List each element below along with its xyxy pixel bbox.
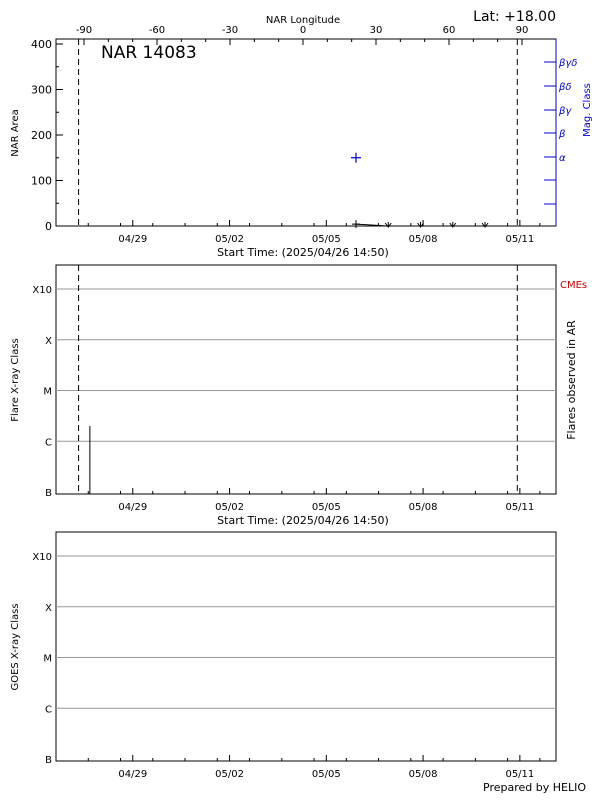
flares-x-tick-label: 04/29 [118, 502, 147, 513]
flares-y-tick-label: M [43, 387, 52, 398]
latitude-label: Lat: +18.00 [473, 9, 556, 25]
area-point [417, 222, 424, 228]
panel-area-marks: 0 100 200 300 400 -90 -60 -30 0 30 60 90 04/29 05/02 0… [31, 25, 577, 245]
panel-area-start-time: Start Time: (2025/04/26 14:50) [217, 246, 389, 259]
longitude-tick-label: -90 [76, 25, 92, 36]
goes-x-tick-label: 05/11 [505, 769, 534, 780]
area-x-tick-label: 05/11 [505, 234, 534, 245]
area-x-tick-label: 05/02 [215, 234, 244, 245]
flares-x-tick-label: 05/08 [409, 502, 438, 513]
mag-class-tick-label: α [559, 153, 566, 164]
panel-flares: Flare X-ray Class Flares observed in AR … [10, 264, 587, 527]
goes-y-tick-label: M [43, 654, 52, 665]
flares-y-tick-label: C [45, 437, 52, 448]
area-y-axis-label: NAR Area [10, 109, 21, 156]
area-point [384, 222, 392, 228]
longitude-tick-label: 60 [443, 25, 456, 36]
goes-x-tick-label: 04/29 [118, 769, 147, 780]
flares-y-tick-label: B [45, 488, 52, 499]
panel-goes-marks: B C M X X10 04/29 05/02 05/05 05/08 05/11 [32, 552, 556, 780]
goes-x-tick-label: 05/08 [409, 769, 438, 780]
flares-observed-label: Flares observed in AR [565, 320, 578, 440]
panel-flares-start-time: Start Time: (2025/04/26 14:50) [217, 514, 389, 527]
area-x-tick-label: 05/08 [409, 234, 438, 245]
area-point [481, 222, 489, 228]
goes-x-tick-label: 05/05 [312, 769, 341, 780]
panel-flares-frame [55, 264, 557, 495]
goes-y-axis-label: GOES X-ray Class [10, 603, 21, 690]
cme-label: CMEs [560, 280, 587, 291]
mag-class-tick-label: βγδ [558, 58, 577, 69]
mag-class-tick-label: βγ [558, 106, 572, 117]
area-y-tick-label: 400 [31, 38, 52, 51]
area-y-tick-label: 0 [45, 220, 52, 233]
longitude-tick-label: 0 [300, 25, 306, 36]
panel-area-title: NAR 14083 [101, 43, 197, 63]
panel-goes-frame [55, 531, 557, 762]
mag-class-tick-label: β [558, 129, 566, 140]
area-x-tick-label: 05/05 [312, 234, 341, 245]
mag-class-axis-label: Mag. Class [582, 83, 593, 137]
flares-y-tick-label: X [45, 336, 52, 347]
goes-y-tick-label: X10 [32, 552, 52, 563]
goes-y-tick-label: C [45, 704, 52, 715]
credit-label: Prepared by HELIO [483, 781, 586, 794]
panel-area-frame [55, 38, 557, 227]
top-axis-label: NAR Longitude [266, 15, 340, 26]
longitude-tick-label: 30 [370, 25, 383, 36]
goes-y-tick-label: B [45, 755, 52, 766]
area-x-tick-label: 04/29 [118, 234, 147, 245]
area-point [352, 220, 360, 229]
flares-x-tick-label: 05/02 [215, 502, 244, 513]
area-y-tick-label: 100 [31, 175, 52, 188]
panel-flares-marks: B C M X X10 04/29 05/02 05/05 05/08 05/11 [32, 265, 556, 513]
mag-class-point [351, 152, 361, 163]
area-y-tick-label: 300 [31, 84, 52, 97]
area-point [449, 222, 457, 228]
longitude-tick-label: -30 [222, 25, 238, 36]
flares-x-tick-label: 05/11 [505, 502, 534, 513]
panel-goes: GOES X-ray Class B C M X X10 04/29 05/02 05/05 0… [10, 531, 557, 780]
goes-x-tick-label: 05/02 [215, 769, 244, 780]
goes-y-tick-label: X [45, 603, 52, 614]
panel-area: NAR Longitude NAR 14083 NAR Area Mag. Cl… [10, 15, 593, 259]
longitude-tick-label: 90 [516, 25, 529, 36]
flares-y-tick-label: X10 [32, 285, 52, 296]
mag-class-tick-label: βδ [558, 82, 572, 93]
flares-x-tick-label: 05/05 [312, 502, 341, 513]
area-y-tick-label: 200 [31, 129, 52, 142]
longitude-tick-label: -60 [149, 25, 165, 36]
flare-y-axis-label: Flare X-ray Class [10, 338, 21, 422]
